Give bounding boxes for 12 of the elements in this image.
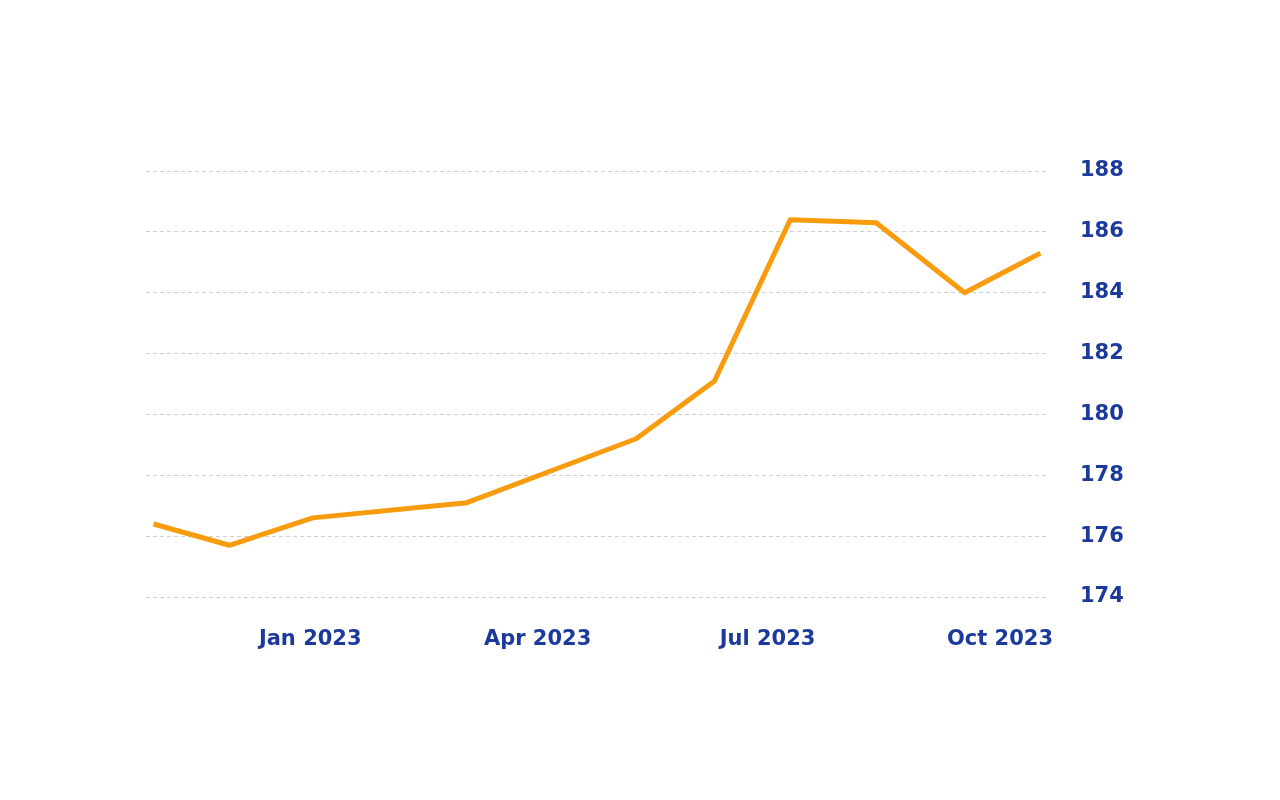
y-tick-label: 186 (1080, 218, 1124, 243)
y-tick-label: 188 (1080, 157, 1124, 182)
x-tick-label: Jul 2023 (717, 626, 816, 651)
x-tick-label: Oct 2023 (946, 626, 1054, 651)
x-tick-label: Apr 2023 (483, 626, 592, 651)
y-tick-label: 184 (1080, 279, 1124, 304)
y-tick-label: 182 (1080, 340, 1124, 365)
y-tick-label: 176 (1080, 522, 1124, 547)
y-tick-label: 178 (1080, 461, 1124, 486)
y-tick-label: 180 (1080, 400, 1124, 425)
x-tick-label: Jan 2023 (256, 626, 362, 651)
y-tick-label: 174 (1080, 583, 1124, 608)
